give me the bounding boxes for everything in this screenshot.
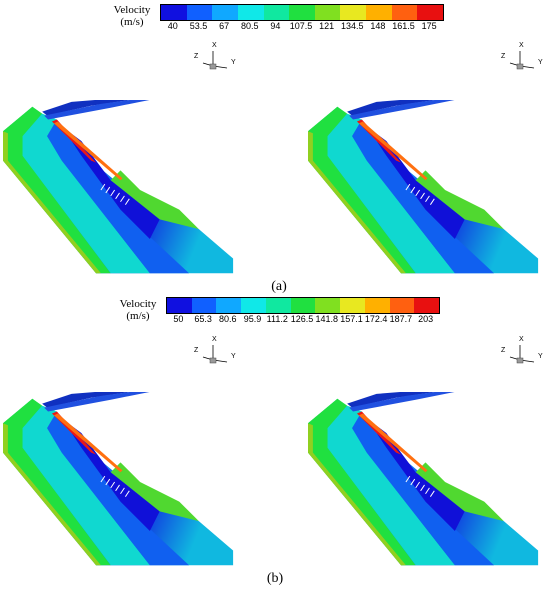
colorbar-tick-label: 65.3 [194, 314, 212, 324]
triad-z-label: Z [194, 347, 199, 354]
colorbar-segment [167, 298, 192, 313]
colorbar-segment [364, 298, 390, 313]
triad-x-label: X [212, 336, 217, 343]
colorbar-b [166, 297, 440, 314]
colorbar-tick-label: 107.5 [289, 21, 313, 31]
wing-b-right [308, 392, 539, 566]
colorbar-segment [340, 298, 365, 313]
colorbar-segment [315, 298, 341, 313]
triad-z-label: Z [194, 53, 199, 60]
colorbar-b-title-line2: (m/s) [126, 310, 150, 322]
colorbar-tick-label: 172.4 [364, 314, 388, 324]
triad-b-right-labels: X Z Y [500, 336, 544, 364]
colorbar-tick-label: 161.5 [392, 21, 415, 31]
colorbar-segment [290, 298, 316, 313]
colorbar-segment [340, 5, 367, 20]
triad-y-label: Y [538, 59, 543, 66]
colorbar-tick-label: 126.5 [290, 314, 314, 324]
colorbar-segment [265, 298, 291, 313]
colorbar-tick-label: 157.1 [340, 314, 363, 324]
colorbar-tick-label: 187.7 [389, 314, 413, 324]
colorbar-tick-label: 94 [270, 21, 281, 31]
triad-a-left-labels: X Z Y [193, 42, 237, 70]
colorbar-b-title-line1: Velocity [119, 298, 157, 310]
colorbar-segment [389, 298, 415, 313]
colorbar-tick-label: 53.5 [189, 21, 208, 31]
colorbar-segment [186, 5, 213, 20]
colorbar-segment [391, 5, 418, 20]
colorbar-tick-label: 134.5 [341, 21, 364, 31]
colorbar-segment [241, 298, 266, 313]
triad-y-label: Y [538, 353, 543, 360]
colorbar-a-title-line1: Velocity [113, 4, 151, 16]
triad-y-label: Y [231, 353, 236, 360]
colorbar-a-ticks: 40 53.5 67 80.5 94 107.5 121 134.5 148 161.5 175 [160, 21, 442, 33]
colorbar-a [160, 4, 444, 21]
colorbar-tick-label: 175 [421, 21, 437, 31]
colorbar-segment [161, 5, 187, 20]
triad-x-label: X [519, 42, 524, 49]
colorbar-tick-label: 95.9 [243, 314, 262, 324]
colorbar-tick-label: 141.8 [315, 314, 338, 324]
wing-b-left [3, 392, 234, 566]
colorbar-segment [191, 298, 217, 313]
colorbar-tick-label: 40 [167, 21, 178, 31]
colorbar-segment [414, 298, 440, 313]
colorbar-a-title: Velocity (m/s) [102, 4, 162, 28]
triad-z-label: Z [501, 347, 506, 354]
colorbar-tick-label: 67 [219, 21, 230, 31]
colorbar-segment [417, 5, 444, 20]
colorbar-b-title: Velocity (m/s) [108, 298, 168, 322]
colorbar-tick-label: 50 [173, 314, 184, 324]
colorbar-segment [216, 298, 242, 313]
colorbar-tick-label: 121 [319, 21, 335, 31]
colorbar-tick-label: 203 [418, 314, 434, 324]
panel-label-a: (a) [271, 279, 287, 294]
colorbar-tick-label: 111.2 [266, 314, 288, 324]
colorbar-b-ticks: 50 65.3 80.6 95.9 111.2 126.5 141.8 157.1 172.4 1… [166, 314, 438, 326]
wing-a-right [308, 100, 539, 274]
wing-a-left [3, 100, 234, 274]
triad-x-label: X [519, 336, 524, 343]
colorbar-a-title-line2: (m/s) [120, 16, 144, 28]
colorbar-segment [366, 5, 392, 20]
colorbar-segment [289, 5, 315, 20]
triad-a-right-labels: X Z Y [500, 42, 544, 70]
triad-b-left-labels: X Z Y [193, 336, 237, 364]
triad-y-label: Y [231, 59, 236, 66]
colorbar-segment [212, 5, 238, 20]
colorbar-tick-label: 148 [370, 21, 386, 31]
colorbar-segment [314, 5, 341, 20]
panel-label-b: (b) [266, 571, 284, 586]
triad-z-label: Z [501, 53, 506, 60]
colorbar-tick-label: 80.5 [240, 21, 259, 31]
colorbar-segment [237, 5, 264, 20]
colorbar-tick-label: 80.6 [219, 314, 237, 324]
triad-x-label: X [212, 42, 217, 49]
colorbar-segment [263, 5, 290, 20]
